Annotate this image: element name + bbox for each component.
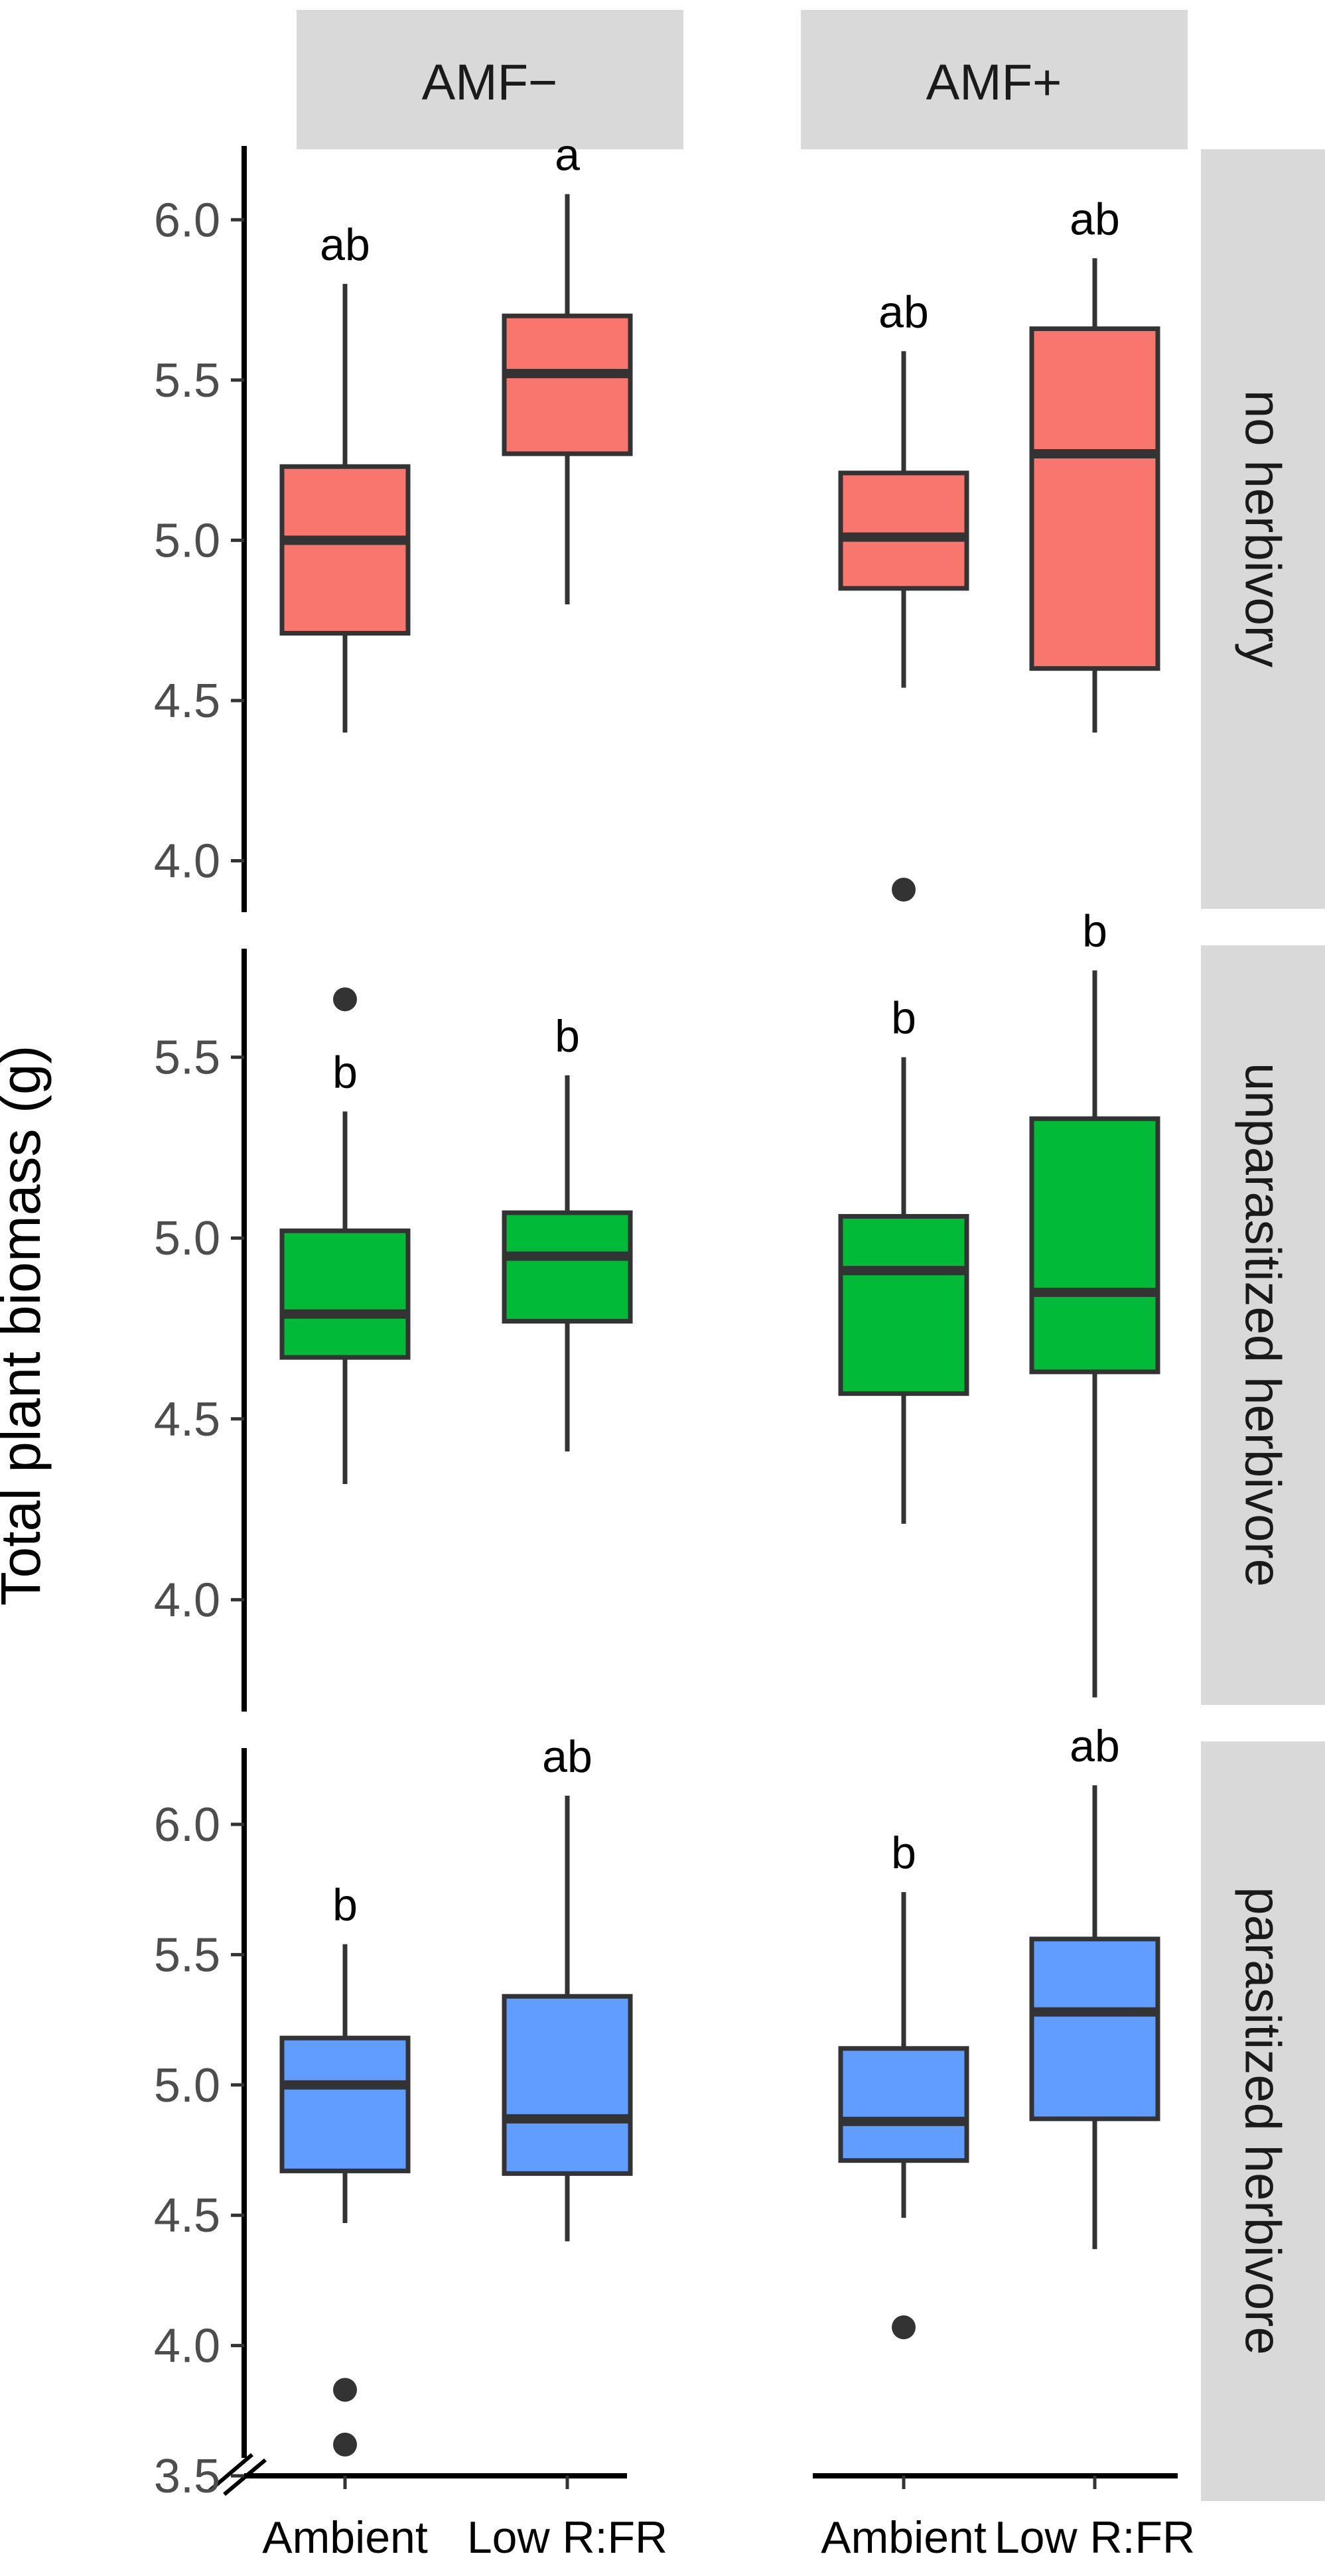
box-parasitized-herbivore-amf-ambient-outlier-point	[892, 2315, 916, 2340]
y-tick-label: 6.0	[154, 194, 220, 247]
box-parasitized-herbivore-amf-ambient-iqr-box	[838, 2046, 969, 2163]
box-no-herbivory-amf-ambient-iqr-box	[279, 464, 411, 636]
box-parasitized-herbivore-amf-ambient-outlier-point	[333, 2432, 357, 2457]
row-strip-label: unparasitized herbivore	[1235, 1063, 1291, 1587]
box-no-herbivory-amf-low-r-fr-iqr-box	[502, 313, 633, 456]
box-no-herbivory-amf-low-r-fr-significance-letter: ab	[1070, 194, 1120, 244]
box-unparasitized-herbivore-amf-low-r-fr-iqr-box	[502, 1210, 633, 1324]
row-strip-bg	[1201, 945, 1325, 1705]
row-strip-no-herbivory: no herbivory	[1201, 149, 1325, 909]
y-tick-label: 4.5	[154, 2189, 220, 2242]
box-unparasitized-herbivore-amf-ambient-iqr-box	[279, 1228, 411, 1360]
y-tick-label: 4.5	[154, 675, 220, 728]
y-tick-label: 5.0	[154, 1212, 220, 1265]
row-strip-label: no herbivory	[1235, 390, 1291, 667]
box-no-herbivory-amf-ambient-significance-letter: ab	[878, 287, 929, 337]
box-no-herbivory-amf-ambient-outlier-point	[892, 878, 916, 902]
y-tick-label: 3.5	[154, 2450, 220, 2503]
y-tick-label: 4.5	[154, 1393, 220, 1446]
x-axis-ticks	[343, 2476, 1097, 2489]
box-parasitized-herbivore-amf-ambient-iqr-box	[279, 2035, 411, 2173]
box-unparasitized-herbivore-amf-ambient-outlier-point	[333, 987, 357, 1012]
x-tick-label-low-rfr: Low R:FR	[995, 2512, 1195, 2563]
box-no-herbivory-amf-low-r-fr-iqr-box	[1029, 326, 1160, 671]
column-strip-amf-plus: AMF+	[801, 10, 1188, 149]
box-unparasitized-herbivore-amf-low-r-fr-significance-letter: b	[555, 1011, 580, 1061]
y-tick-label: 5.0	[154, 2059, 220, 2112]
box-parasitized-herbivore-amf-ambient-significance-letter: b	[891, 1828, 916, 1878]
box-parasitized-herbivore-amf-low-r-fr-significance-letter: ab	[542, 1731, 593, 1782]
box-parasitized-herbivore-amf-low-r-fr-iqr-box	[502, 1994, 633, 2176]
box-no-herbivory-amf-low-r-fr-significance-letter: a	[555, 130, 580, 180]
y-axis-title: Total plant biomass (g)	[0, 1045, 52, 1605]
box-parasitized-herbivore-amf-ambient-significance-letter: b	[332, 1880, 358, 1931]
box-parasitized-herbivore-amf-ambient-outlier-point	[333, 2378, 357, 2402]
axis-break-mark	[208, 2453, 253, 2493]
y-tick-label: 4.0	[154, 1574, 220, 1627]
box-unparasitized-herbivore-amf-low-r-fr-significance-letter: b	[1082, 906, 1107, 957]
x-tick-label-ambient: Ambient	[262, 2512, 428, 2563]
column-strip-label: AMF−	[422, 54, 558, 111]
row-strip-parasitized-herbivore: parasitized herbivore	[1201, 1741, 1325, 2501]
y-tick-label: 4.0	[154, 2320, 220, 2373]
box-unparasitized-herbivore-amf-low-r-fr-iqr-box	[1029, 1116, 1160, 1375]
box-no-herbivory-amf-ambient-iqr-box	[838, 470, 969, 591]
box-unparasitized-herbivore-amf-ambient-significance-letter: b	[891, 993, 916, 1044]
y-tick-label: 5.5	[154, 1929, 220, 1982]
box-parasitized-herbivore-amf-low-r-fr-significance-letter: ab	[1070, 1721, 1120, 1771]
x-tick-label-ambient: Ambient	[821, 2512, 987, 2563]
row-strip-bg	[1201, 1741, 1325, 2501]
plot-layer: 4.0 4.5 5.0 5.5 6.0 ab a ab ab 4.0 4.5 5.0 5.5 b b b b 3.…	[154, 130, 1160, 2503]
column-strip-bg	[297, 10, 683, 149]
row-strip-bg	[1201, 149, 1325, 909]
box-unparasitized-herbivore-amf-ambient-significance-letter: b	[332, 1047, 358, 1097]
row-strip-unparasitized-herbivore: unparasitized herbivore	[1201, 945, 1325, 1705]
column-strip-label: AMF+	[926, 54, 1062, 111]
box-no-herbivory-amf-ambient-significance-letter: ab	[320, 220, 370, 270]
y-tick-label: 5.5	[154, 1032, 220, 1085]
column-strip-bg	[801, 10, 1188, 149]
y-tick-label: 6.0	[154, 1798, 220, 1852]
y-tick-label: 5.5	[154, 354, 220, 407]
column-strip-amf-minus: AMF−	[297, 10, 683, 149]
x-tick-label-low-rfr: Low R:FR	[467, 2512, 667, 2563]
box-parasitized-herbivore-amf-low-r-fr-iqr-box	[1029, 1936, 1160, 2122]
row-strip-label: parasitized herbivore	[1235, 1887, 1291, 2355]
box-unparasitized-herbivore-amf-ambient-iqr-box	[838, 1213, 969, 1396]
y-tick-label: 4.0	[154, 835, 220, 888]
y-tick-label: 5.0	[154, 514, 220, 567]
